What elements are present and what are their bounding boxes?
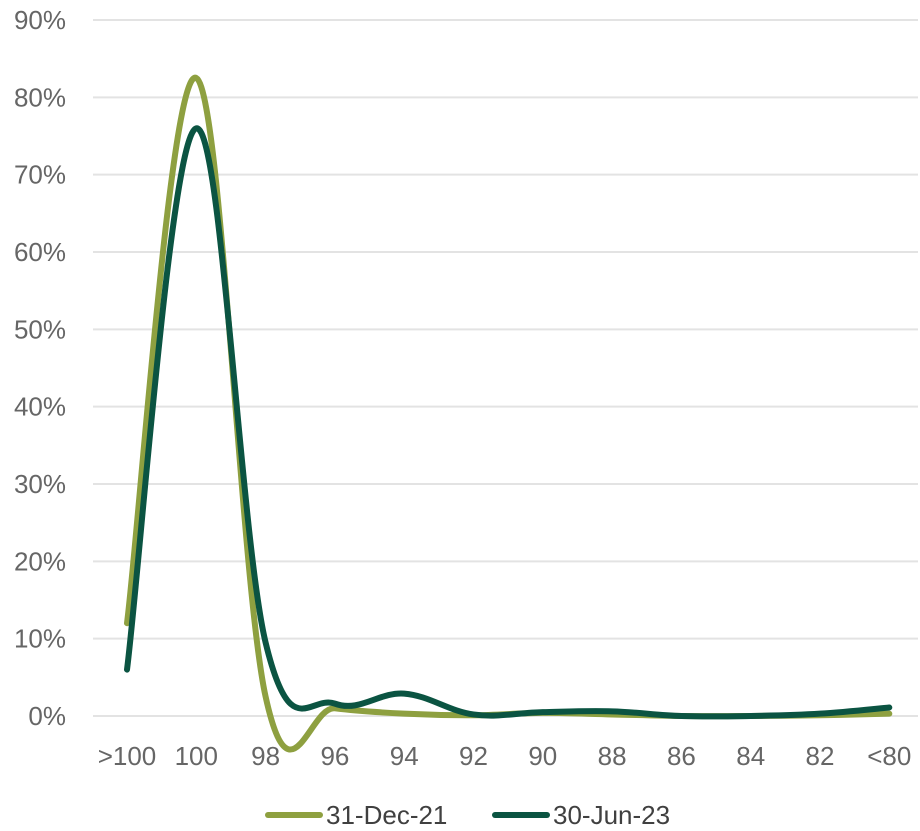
- x-tick-label: 94: [390, 741, 419, 771]
- series-line-2: [124, 125, 893, 720]
- x-tick-label: 88: [598, 741, 627, 771]
- y-tick-label: 90%: [14, 5, 66, 35]
- legend: 31-Dec-21 30-Jun-23: [265, 800, 670, 830]
- series-lines: [124, 74, 893, 753]
- y-tick-label: 70%: [14, 160, 66, 190]
- y-tick-label: 0%: [28, 701, 66, 731]
- x-tick-label: 84: [736, 741, 765, 771]
- x-tick-label: 96: [320, 741, 349, 771]
- legend-label: 31-Dec-21: [326, 800, 447, 830]
- y-tick-label: 20%: [14, 546, 66, 576]
- x-tick-label: 100: [175, 741, 218, 771]
- y-axis-tick-labels: 0% 10% 20% 30% 40% 50% 60% 70% 80% 90%: [14, 5, 66, 731]
- y-tick-label: 60%: [14, 237, 66, 267]
- x-tick-label: 82: [806, 741, 835, 771]
- series-line-1: [124, 74, 893, 753]
- y-tick-label: 10%: [14, 624, 66, 654]
- y-tick-label: 30%: [14, 469, 66, 499]
- y-tick-label: 40%: [14, 392, 66, 422]
- legend-label: 30-Jun-23: [553, 800, 670, 830]
- x-tick-label: 86: [667, 741, 696, 771]
- x-tick-label: >100: [98, 741, 157, 771]
- y-tick-label: 80%: [14, 82, 66, 112]
- y-tick-label: 50%: [14, 314, 66, 344]
- x-tick-label: 92: [459, 741, 488, 771]
- x-tick-label: 90: [528, 741, 557, 771]
- x-tick-label: <80: [867, 741, 911, 771]
- gridlines: [93, 19, 918, 717]
- x-tick-label: 98: [251, 741, 280, 771]
- x-axis-tick-labels: >100 100 98 96 94 92 90 88 86 84 82 <80: [98, 741, 912, 771]
